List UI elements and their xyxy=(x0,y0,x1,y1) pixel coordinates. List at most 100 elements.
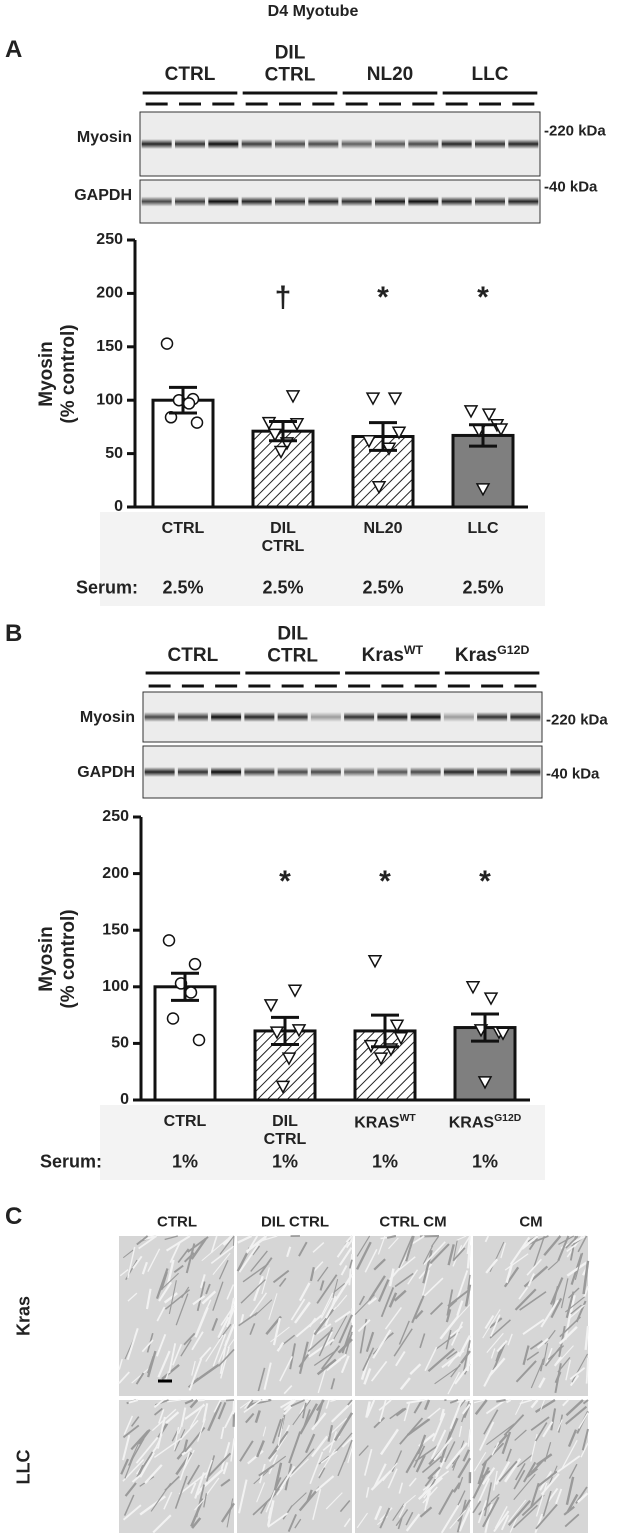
blot-band xyxy=(375,139,405,149)
myotube xyxy=(340,1355,350,1374)
myotube xyxy=(368,1275,386,1301)
myotube xyxy=(317,1266,329,1282)
myotube xyxy=(474,1399,488,1416)
myotube xyxy=(542,1421,554,1438)
myotube xyxy=(377,1279,390,1302)
myotube xyxy=(283,1385,293,1395)
myotube xyxy=(340,1265,348,1276)
myotube xyxy=(547,1260,559,1271)
data-point xyxy=(285,390,301,404)
myotube xyxy=(306,1489,313,1502)
myotube xyxy=(466,1245,472,1269)
myotube xyxy=(397,1517,403,1530)
myotube xyxy=(155,1268,169,1299)
myotube xyxy=(507,1333,513,1346)
myotube xyxy=(503,1266,520,1288)
y-tick-label: 50 xyxy=(105,445,123,462)
myotube xyxy=(158,1408,165,1424)
blot-band xyxy=(477,712,508,722)
myotube xyxy=(153,1399,164,1409)
serum-value: 2.5% xyxy=(162,577,204,598)
myotube xyxy=(490,1348,496,1359)
myotube xyxy=(316,1323,332,1335)
myotube xyxy=(122,1459,145,1482)
myotube xyxy=(199,1346,212,1361)
myotube xyxy=(544,1346,561,1367)
blot-band xyxy=(144,767,175,777)
myotube xyxy=(169,1241,181,1263)
myotube xyxy=(253,1275,264,1302)
blot-band xyxy=(277,712,308,722)
blot-band xyxy=(443,767,474,777)
myotube xyxy=(490,1314,501,1337)
data-point xyxy=(483,992,499,1006)
myotube xyxy=(427,1407,441,1419)
myotube xyxy=(336,1294,348,1308)
data-point xyxy=(373,1052,389,1066)
myotube xyxy=(388,1292,398,1308)
myotube xyxy=(339,1500,351,1513)
blot-band xyxy=(275,139,305,149)
myotube xyxy=(184,1398,194,1405)
myotube xyxy=(447,1371,461,1395)
myotube xyxy=(496,1340,508,1353)
blot-band xyxy=(475,196,505,207)
myotube xyxy=(318,1467,326,1479)
myotube xyxy=(238,1311,258,1327)
myotube xyxy=(566,1493,579,1513)
myotube xyxy=(398,1482,404,1494)
myotube xyxy=(544,1329,556,1345)
myotube xyxy=(536,1470,558,1488)
myotube xyxy=(153,1407,163,1416)
blot-band xyxy=(375,196,405,207)
label-backdrop xyxy=(100,1105,545,1180)
myotube xyxy=(388,1237,399,1250)
myotube xyxy=(343,1518,351,1528)
myotube xyxy=(177,1248,190,1263)
data-point xyxy=(190,416,204,429)
myotube xyxy=(452,1440,465,1471)
data-point xyxy=(184,986,198,999)
myotube xyxy=(490,1493,500,1503)
blot-box xyxy=(139,179,541,224)
myotube xyxy=(135,1436,159,1464)
myotube xyxy=(478,1421,495,1451)
data-point xyxy=(481,408,497,422)
myotube xyxy=(283,1405,293,1416)
myotube xyxy=(515,1360,537,1383)
myotube xyxy=(559,1316,581,1338)
micrograph xyxy=(237,1398,354,1533)
myotube xyxy=(174,1475,188,1509)
myotube xyxy=(190,1237,207,1260)
y-tick-label: 250 xyxy=(102,808,129,825)
myotube xyxy=(277,1417,284,1437)
myotube xyxy=(530,1416,550,1431)
myotube xyxy=(373,1258,386,1271)
myotube xyxy=(313,1261,324,1272)
myotube xyxy=(132,1255,143,1270)
myotube xyxy=(190,1482,197,1494)
myotube xyxy=(240,1279,266,1304)
significance-marker: * xyxy=(377,280,389,314)
myotube xyxy=(495,1348,502,1362)
myotube xyxy=(205,1334,224,1362)
myotube xyxy=(265,1490,276,1513)
blot-group-label: NL20 xyxy=(366,64,414,86)
blot-row-label: Myosin xyxy=(76,128,132,146)
myotube xyxy=(535,1482,548,1517)
myotube xyxy=(501,1431,512,1455)
myotube xyxy=(220,1346,230,1379)
myotube xyxy=(173,1426,180,1451)
micrograph-bg xyxy=(355,1236,470,1396)
y-axis-label: Myosin (% control) xyxy=(36,908,79,1009)
myotube xyxy=(429,1302,444,1315)
data-point xyxy=(263,999,279,1013)
data-point xyxy=(273,445,289,460)
myotube xyxy=(395,1407,407,1417)
myotube xyxy=(496,1399,506,1403)
data-point xyxy=(160,337,174,350)
myotube xyxy=(467,1274,471,1290)
myotube xyxy=(509,1236,531,1265)
myotube xyxy=(336,1240,350,1258)
